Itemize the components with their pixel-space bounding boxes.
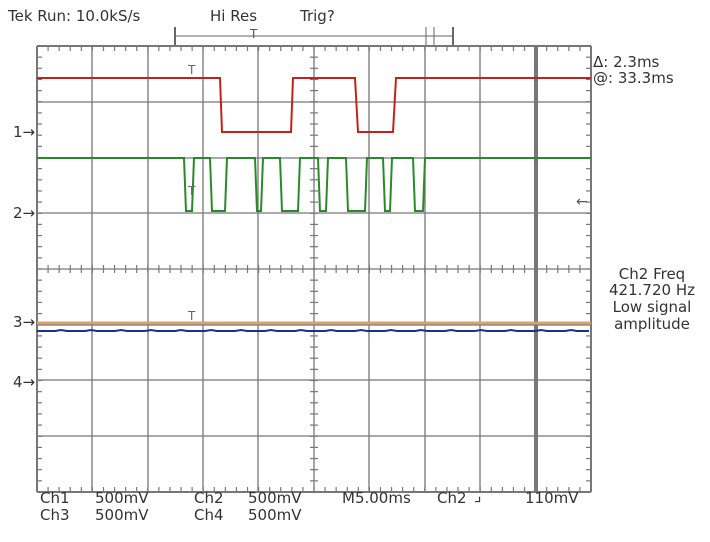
ch3-scale: 500mV (95, 506, 149, 524)
ch1-scale: 500mV (95, 489, 149, 507)
trigger-status: Trig? (300, 7, 335, 25)
ch3-marker: 3→ (13, 313, 36, 331)
cursor-t-icon: T (187, 309, 196, 323)
trigger-source: Ch2 (437, 489, 467, 507)
ch1-marker: 1→ (13, 123, 36, 141)
ch3-waveform (37, 328, 589, 332)
ch2-label: Ch2 (194, 489, 224, 507)
trigger-level: 110mV (525, 489, 579, 507)
trigger-point-icon: T (249, 27, 258, 41)
measurement-warning-2: amplitude (614, 315, 690, 333)
acquisition-mode: Hi Res (210, 7, 258, 25)
cursor-delta-readout: Δ: 2.3ms (593, 53, 660, 71)
rising-edge-icon: ⌟ (474, 486, 482, 505)
graticule (36, 45, 592, 493)
ch2-scale: 500mV (248, 489, 302, 507)
record-bar: T (174, 27, 454, 45)
measurement-name: Ch2 Freq (618, 265, 686, 283)
measurement-value: 421.720 Hz (609, 281, 695, 299)
ch1-label: Ch1 (40, 489, 70, 507)
ch4-scale: 500mV (248, 506, 302, 524)
ch4-marker: 4→ (13, 373, 36, 391)
ch2-marker: 2→ (13, 204, 36, 222)
trigger-level-arrow-icon: ← (576, 194, 588, 210)
ch2-waveform (37, 157, 591, 212)
ch1-waveform (37, 77, 591, 133)
cursor-t-icon: T (187, 184, 196, 198)
ch3-label: Ch3 (40, 506, 70, 524)
cursor-markers: T T T (187, 63, 196, 323)
cursor-t-icon: T (187, 63, 196, 77)
ch4-label: Ch4 (194, 506, 224, 524)
acquisition-status: Tek Run: 10.0kS/s (8, 7, 141, 25)
measurement-warning: Low signal (612, 298, 692, 316)
cursor-position-readout: @: 33.3ms (593, 69, 674, 87)
timebase: M5.00ms (342, 489, 411, 507)
